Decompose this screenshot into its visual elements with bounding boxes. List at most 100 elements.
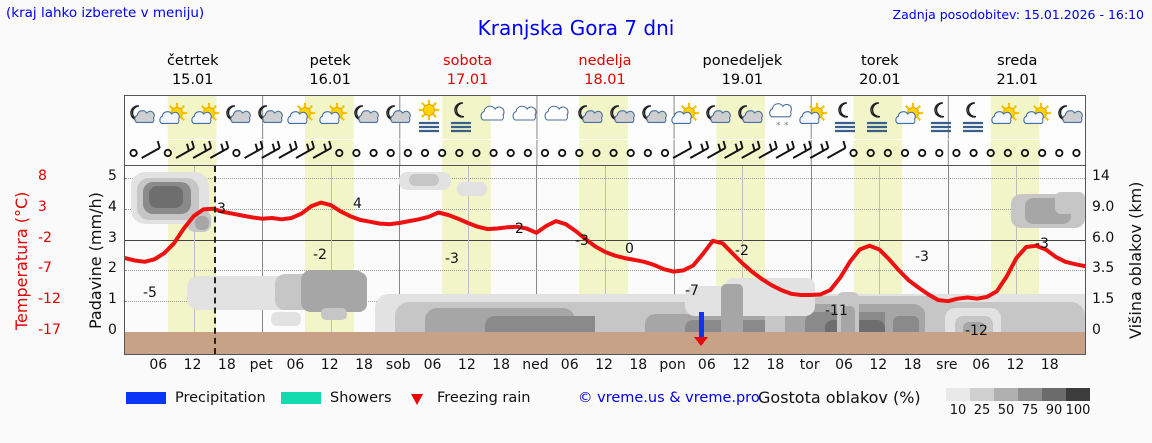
icon-band-separator	[536, 96, 538, 139]
gridline-vertical	[193, 166, 195, 354]
wind-calm-icon	[352, 148, 361, 158]
time-tick-label: pet	[249, 357, 273, 373]
moon-icon	[454, 102, 465, 118]
showers-swatch	[281, 392, 321, 404]
wind-barb-feather	[254, 143, 259, 152]
day-date: 20.01	[859, 72, 901, 88]
time-tick-label: 18	[629, 357, 648, 373]
precipitation-tick: 1	[108, 291, 117, 308]
day-date: 21.01	[996, 72, 1038, 88]
time-tick-label: pon	[659, 357, 686, 373]
time-tick-label: 12	[732, 357, 751, 373]
cloud-icon	[287, 111, 308, 124]
time-tick-label: 06	[560, 357, 579, 373]
wind-calm-icon	[609, 148, 618, 158]
cloud-blob	[725, 278, 815, 302]
cloud-icon	[769, 103, 792, 118]
day-separator	[947, 166, 949, 354]
time-tick-label: sob	[385, 357, 411, 373]
cloud-density-legend-title: Gostota oblakov (%)	[758, 388, 921, 407]
cloud-density-swatch	[946, 388, 970, 401]
wind-calm-icon	[1072, 148, 1081, 158]
cloud-density-scale-label: 75	[1021, 403, 1039, 418]
temperature-value-label: -12	[965, 323, 988, 339]
cloud-icon	[230, 110, 251, 123]
wind-calm-icon	[918, 148, 927, 158]
precipitation-tick: 4	[108, 198, 117, 215]
wind-calm-icon	[986, 148, 995, 158]
cloud-icon	[614, 110, 635, 123]
wind-barb-icon	[689, 147, 709, 159]
wind-barb-feather	[311, 140, 315, 149]
temperature-value-label: 3	[217, 201, 226, 217]
time-tick-label: 12	[1006, 357, 1025, 373]
cloud-height-tick: 9.0	[1092, 198, 1115, 215]
day-name: torek	[861, 53, 899, 69]
precipitation-tick: 5	[108, 168, 117, 184]
cloud-blob	[321, 272, 367, 312]
wind-barb-feather	[271, 143, 276, 152]
wind-barb-feather	[734, 143, 739, 152]
wind-barb-feather	[705, 140, 710, 149]
moon-icon	[838, 102, 849, 118]
wind-calm-icon	[163, 148, 172, 158]
wind-barb-feather	[751, 143, 756, 152]
gridline-vertical	[742, 166, 744, 354]
wind-barb-icon	[826, 147, 846, 159]
wind-calm-icon	[660, 148, 670, 158]
cloud-icon	[512, 105, 537, 121]
wind-barb-feather	[739, 140, 744, 149]
wind-barb-feather	[808, 140, 813, 149]
wind-barb-feather	[191, 140, 195, 149]
wind-barb-icon	[278, 147, 298, 159]
cloud-icon	[799, 111, 820, 124]
day-column-nedelja: nedelja 18.01	[536, 52, 673, 92]
cloud-density-scale-label: 50	[997, 403, 1015, 418]
wind-band-separator	[947, 140, 949, 165]
wind-barb-icon	[775, 147, 795, 159]
temperature-value-label: -3	[575, 233, 589, 249]
wind-calm-icon	[1038, 148, 1047, 158]
cloud-icon	[262, 110, 283, 123]
wind-barb-feather	[688, 140, 693, 149]
cloud-density-scale-label: 100	[1065, 403, 1091, 418]
icon-band-separator	[947, 96, 949, 139]
cloud-icon	[480, 105, 505, 121]
wind-barb-icon	[809, 147, 829, 159]
day-date: 18.01	[584, 72, 626, 88]
day-name: sobota	[443, 53, 493, 69]
wind-band-separator	[262, 140, 264, 165]
freezing-rain-marker	[694, 337, 708, 346]
time-tick-label: 18	[355, 357, 373, 373]
day-name: ponedeljek	[702, 53, 783, 69]
wind-barb-icon	[724, 147, 744, 159]
copyright-link[interactable]: © vreme.us & vreme.pro	[578, 390, 760, 406]
time-tick-label: 12	[869, 357, 888, 373]
cloud-icon	[671, 111, 692, 124]
legend: Precipitation Showers Freezing rain © vr…	[0, 386, 1152, 426]
wind-band-separator	[810, 140, 812, 165]
moon-icon	[934, 102, 945, 118]
cloud-icon	[646, 110, 667, 123]
meteogram-plot[interactable]: -5 3 -2 4 -3 2 -3 0 -7 -2 -11 -3 -12 -3	[124, 165, 1086, 355]
cloud-blob	[195, 216, 209, 230]
time-tick-label: ned	[522, 357, 549, 373]
wind-calm-icon	[506, 148, 515, 158]
wind-barb-feather	[722, 140, 727, 149]
rain-icon	[419, 121, 439, 133]
time-tick-label: 18	[903, 357, 922, 373]
wind-barb-icon	[244, 147, 264, 159]
day-date: 19.01	[721, 72, 764, 88]
temperature-value-label: -3	[915, 249, 929, 265]
cloud-height-axis-title: Višina oblakov (km)	[1126, 181, 1145, 340]
cloud-density-swatch	[994, 388, 1018, 401]
day-name: sreda	[997, 53, 1038, 69]
cloud-blob	[457, 182, 487, 196]
day-separator	[810, 166, 812, 354]
wind-calm-icon	[1020, 148, 1030, 158]
wind-barb-feather	[276, 140, 281, 149]
wind-barb-feather	[293, 140, 298, 149]
snow-icon: * *	[776, 121, 789, 131]
wind-calm-icon	[952, 148, 961, 158]
temperature-tick: -17	[38, 322, 61, 338]
